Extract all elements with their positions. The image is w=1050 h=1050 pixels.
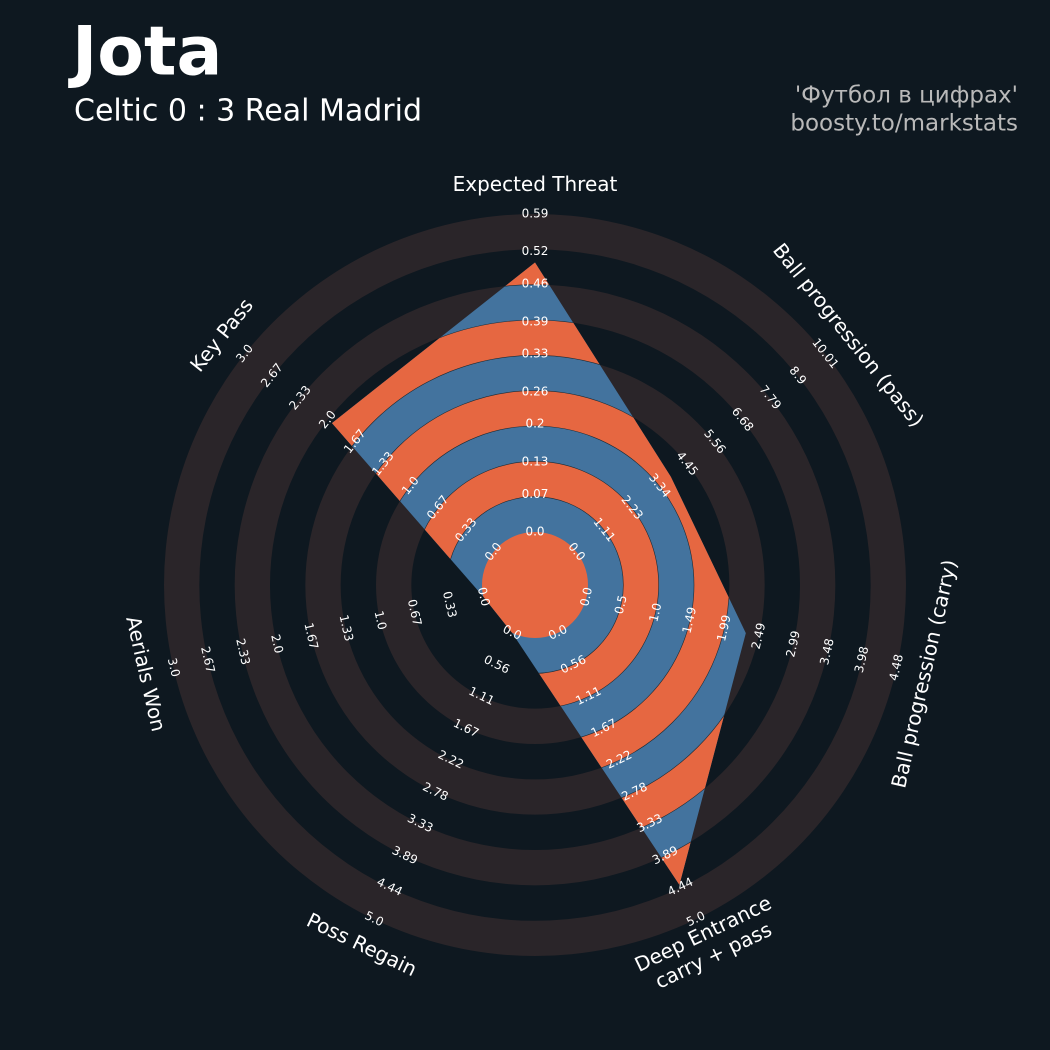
tick-label: 0.59 — [522, 207, 549, 221]
tick-label: 0.2 — [525, 417, 544, 431]
tick-label: 2.0 — [268, 633, 286, 655]
tick-label: 2.67 — [198, 645, 218, 674]
tick-label: 0.52 — [522, 244, 549, 258]
tick-label: 0.13 — [522, 454, 549, 468]
tick-label: 2.49 — [749, 621, 769, 650]
tick-label: 0.0 — [475, 586, 493, 608]
tick-label: 0.67 — [405, 598, 425, 627]
chart-title: Jota — [68, 13, 222, 92]
tick-label: 1.49 — [679, 606, 699, 635]
tick-label: 3.48 — [817, 637, 837, 666]
tick-label: 0.33 — [440, 590, 460, 619]
param-label-line: Expected Threat — [453, 172, 618, 196]
tick-label: 0.26 — [522, 384, 549, 398]
tick-label: 0.5 — [612, 594, 630, 616]
tick-label: 4.48 — [886, 653, 906, 682]
tick-label: 3.0 — [165, 657, 183, 679]
tick-label: 0.46 — [522, 277, 549, 291]
credit: boosty.to/markstats — [790, 111, 1018, 137]
tick-label: 2.99 — [783, 629, 803, 658]
chart-subtitle: Celtic 0 : 3 Real Madrid — [74, 94, 422, 129]
tick-label: 1.0 — [646, 602, 664, 624]
radar-center — [482, 532, 588, 638]
param-label: Expected Threat — [453, 172, 618, 196]
tick-label: 0.0 — [577, 586, 595, 608]
credit: 'Футбол в цифрах' — [795, 83, 1018, 109]
tick-label: 1.99 — [714, 614, 734, 643]
tick-label: 0.39 — [522, 314, 549, 328]
tick-label: 1.67 — [301, 621, 321, 650]
tick-label: 0.0 — [525, 525, 544, 539]
tick-label: 3.98 — [852, 645, 872, 674]
tick-label: 0.07 — [522, 487, 549, 501]
tick-label: 1.33 — [337, 613, 357, 642]
tick-label: 2.33 — [233, 637, 253, 666]
tick-label: 0.33 — [522, 347, 549, 361]
tick-label: 1.0 — [372, 609, 390, 631]
